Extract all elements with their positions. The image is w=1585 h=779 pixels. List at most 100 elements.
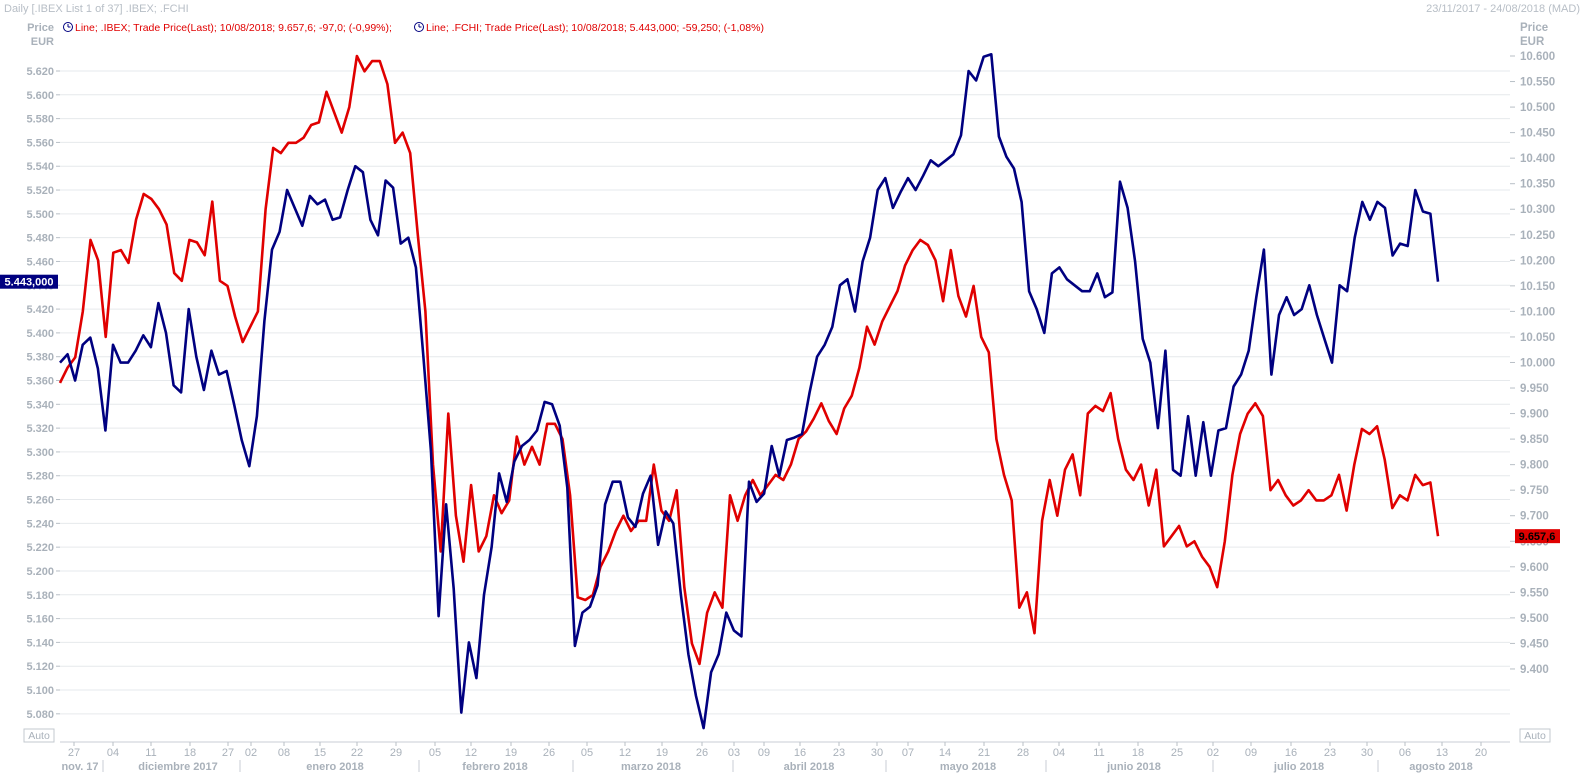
right-tick-label: 10.550	[1520, 77, 1555, 89]
x-tick-label: 26	[543, 747, 555, 759]
left-tick-label: 5.160	[26, 614, 54, 626]
right-tick-label: 10.600	[1520, 51, 1555, 63]
x-tick-label: 30	[1361, 747, 1373, 759]
x-tick-label: 30	[871, 747, 883, 759]
x-tick-label: 13	[1436, 747, 1448, 759]
right-axis-title: Price	[1520, 22, 1548, 34]
right-tick-label: 9.800	[1520, 460, 1549, 472]
left-tick-label: 5.600	[26, 90, 54, 102]
x-tick-label: 19	[656, 747, 668, 759]
left-tick-label: 5.140	[26, 637, 54, 649]
left-tick-label: 5.340	[26, 399, 54, 411]
right-tick-label: 9.700	[1520, 511, 1549, 523]
x-month-label: enero 2018	[306, 761, 363, 773]
x-tick-label: 15	[314, 747, 326, 759]
grid	[60, 70, 1510, 715]
left-tick-label: 5.620	[26, 66, 54, 78]
right-tick-label: 9.950	[1520, 383, 1549, 395]
left-tick-label: 5.520	[26, 185, 54, 197]
x-tick-label: 12	[465, 747, 477, 759]
left-tick-label: 5.100	[26, 685, 54, 697]
x-tick-label: 16	[1285, 747, 1297, 759]
left-tick-label: 5.240	[26, 518, 54, 530]
left-current-value: 5.443,000	[5, 277, 54, 289]
x-month-label: julio 2018	[1273, 761, 1324, 773]
right-tick-label: 10.200	[1520, 255, 1555, 267]
x-month-label: nov. 17	[61, 761, 98, 773]
right-auto-button[interactable]: Auto	[1519, 728, 1551, 743]
left-axis: 5.620 5.600 5.580 5.560 5.540 5.520 5.500 5.480…	[26, 66, 60, 721]
left-axis-title: Price	[27, 22, 54, 34]
x-tick-label: 27	[222, 747, 234, 759]
right-tick-label: 10.300	[1520, 204, 1555, 216]
x-axis: 27 04 11 18 27 02 08 15 22 29 05 12 19 26 05 12 19 26 03 09…	[60, 741, 1510, 773]
x-tick-label: 26	[696, 747, 708, 759]
left-tick-label: 5.220	[26, 542, 54, 554]
left-tick-label: 5.200	[26, 566, 54, 578]
x-tick-label: 04	[107, 747, 119, 759]
right-tick-label: 10.250	[1520, 230, 1555, 242]
left-tick-label: 5.540	[26, 161, 54, 173]
x-tick-label: 09	[1245, 747, 1257, 759]
left-auto-label: Auto	[28, 730, 50, 742]
left-tick-label: 5.120	[26, 661, 54, 673]
x-tick-label: 22	[351, 747, 363, 759]
right-tick-label: 9.400	[1520, 664, 1549, 676]
left-tick-label: 5.180	[26, 590, 54, 602]
left-tick-label: 5.460	[26, 256, 54, 268]
x-month-label: abril 2018	[784, 761, 835, 773]
left-tick-label: 5.420	[26, 304, 54, 316]
left-current-value-badge: 5.443,000	[0, 274, 58, 289]
legend-item-ibex[interactable]: Line; .IBEX; Trade Price(Last); 10/08/20…	[63, 22, 392, 34]
right-tick-label: 10.050	[1520, 332, 1555, 344]
left-tick-label: 5.360	[26, 376, 54, 388]
right-current-value: 9.657,6	[1519, 531, 1556, 543]
right-tick-label: 9.850	[1520, 434, 1549, 446]
series-line-ibex	[58, 54, 1440, 666]
right-auto-label: Auto	[1524, 730, 1546, 742]
clock-icon	[63, 22, 73, 32]
right-tick-label: 9.900	[1520, 409, 1549, 421]
legend-ibex-text: Line; .IBEX; Trade Price(Last); 10/08/20…	[75, 22, 392, 34]
legend[interactable]: Line; .IBEX; Trade Price(Last); 10/08/20…	[63, 22, 764, 34]
right-current-value-badge: 9.657,6	[1515, 529, 1560, 544]
left-tick-label: 5.260	[26, 495, 54, 507]
x-tick-label: 11	[1093, 747, 1104, 759]
x-tick-label: 20	[1475, 747, 1487, 759]
left-tick-label: 5.320	[26, 423, 54, 435]
right-tick-label: 10.350	[1520, 179, 1555, 191]
right-tick-label: 9.450	[1520, 638, 1549, 650]
x-tick-label: 12	[619, 747, 631, 759]
left-tick-label: 5.380	[26, 352, 54, 364]
right-tick-label: 9.600	[1520, 562, 1549, 574]
right-tick-label: 9.550	[1520, 587, 1549, 599]
x-tick-label: 02	[245, 747, 257, 759]
left-tick-label: 5.500	[26, 209, 54, 221]
right-axis: 10.600 10.550 10.500 10.450 10.400 10.350 10.3…	[1510, 51, 1555, 676]
x-tick-label: 29	[390, 747, 402, 759]
x-tick-label: 14	[939, 747, 951, 759]
left-auto-button[interactable]: Auto	[23, 728, 55, 743]
x-tick-label: 19	[505, 747, 517, 759]
x-tick-label: 08	[278, 747, 290, 759]
legend-fchi-text: Line; .FCHI; Trade Price(Last); 10/08/20…	[426, 22, 764, 34]
right-tick-label: 10.150	[1520, 281, 1555, 293]
right-tick-label: 10.000	[1520, 357, 1555, 369]
x-tick-label: 18	[184, 747, 196, 759]
x-tick-label: 27	[68, 747, 80, 759]
left-tick-label: 5.580	[26, 114, 54, 126]
left-tick-label: 5.280	[26, 471, 54, 483]
x-tick-label: 11	[145, 747, 156, 759]
x-tick-label: 21	[978, 747, 990, 759]
x-month-label: agosto 2018	[1409, 761, 1473, 773]
chart-title: Daily [.IBEX List 1 of 37] .IBEX; .FCHI	[4, 3, 189, 15]
legend-item-fchi[interactable]: Line; .FCHI; Trade Price(Last); 10/08/20…	[414, 22, 764, 34]
right-tick-label: 10.500	[1520, 102, 1555, 114]
right-tick-label: 9.750	[1520, 485, 1549, 497]
x-tick-label: 18	[1132, 747, 1144, 759]
series-line-fchi	[59, 52, 1440, 730]
x-tick-label: 05	[429, 747, 441, 759]
date-range: 23/11/2017 - 24/08/2018 (MAD)	[1426, 3, 1580, 15]
x-month-label: mayo 2018	[940, 761, 996, 773]
left-tick-label: 5.400	[26, 328, 54, 340]
